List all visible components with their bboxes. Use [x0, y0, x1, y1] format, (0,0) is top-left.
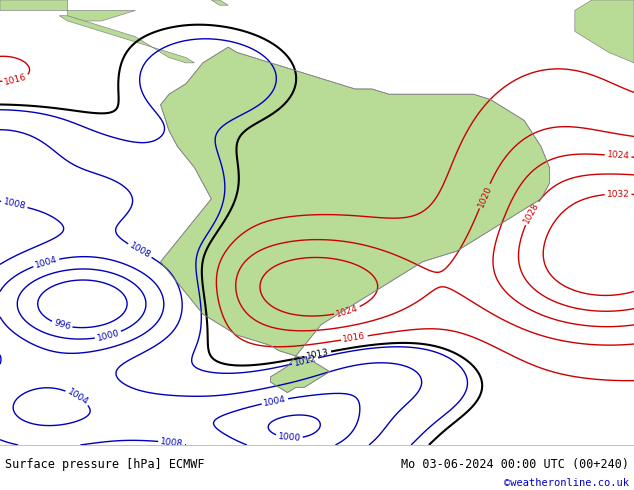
Text: 1032: 1032: [607, 189, 630, 198]
Text: 1013: 1013: [306, 347, 330, 361]
Text: 1004: 1004: [34, 255, 58, 270]
Text: Surface pressure [hPa] ECMWF: Surface pressure [hPa] ECMWF: [5, 459, 205, 471]
Text: 1008: 1008: [160, 437, 184, 449]
Polygon shape: [211, 0, 228, 5]
Polygon shape: [59, 16, 195, 63]
Text: 1020: 1020: [476, 184, 493, 208]
Text: 1004: 1004: [263, 394, 287, 408]
Text: 1000: 1000: [96, 328, 120, 343]
Text: 1008: 1008: [127, 241, 152, 260]
Text: 1004: 1004: [65, 387, 89, 407]
Text: ©weatheronline.co.uk: ©weatheronline.co.uk: [504, 478, 629, 488]
Text: Mo 03-06-2024 00:00 UTC (00+240): Mo 03-06-2024 00:00 UTC (00+240): [401, 459, 629, 471]
Polygon shape: [0, 0, 135, 21]
Text: 1024: 1024: [335, 304, 359, 318]
Text: 1008: 1008: [2, 197, 27, 212]
Text: 1016: 1016: [4, 73, 28, 87]
Text: 1028: 1028: [522, 201, 541, 225]
Polygon shape: [575, 0, 634, 63]
Text: 1012: 1012: [293, 354, 317, 368]
Text: 996: 996: [53, 318, 72, 332]
Text: 1000: 1000: [277, 432, 301, 443]
Text: 1024: 1024: [606, 150, 630, 161]
Polygon shape: [160, 47, 550, 392]
Text: 1016: 1016: [342, 332, 366, 344]
